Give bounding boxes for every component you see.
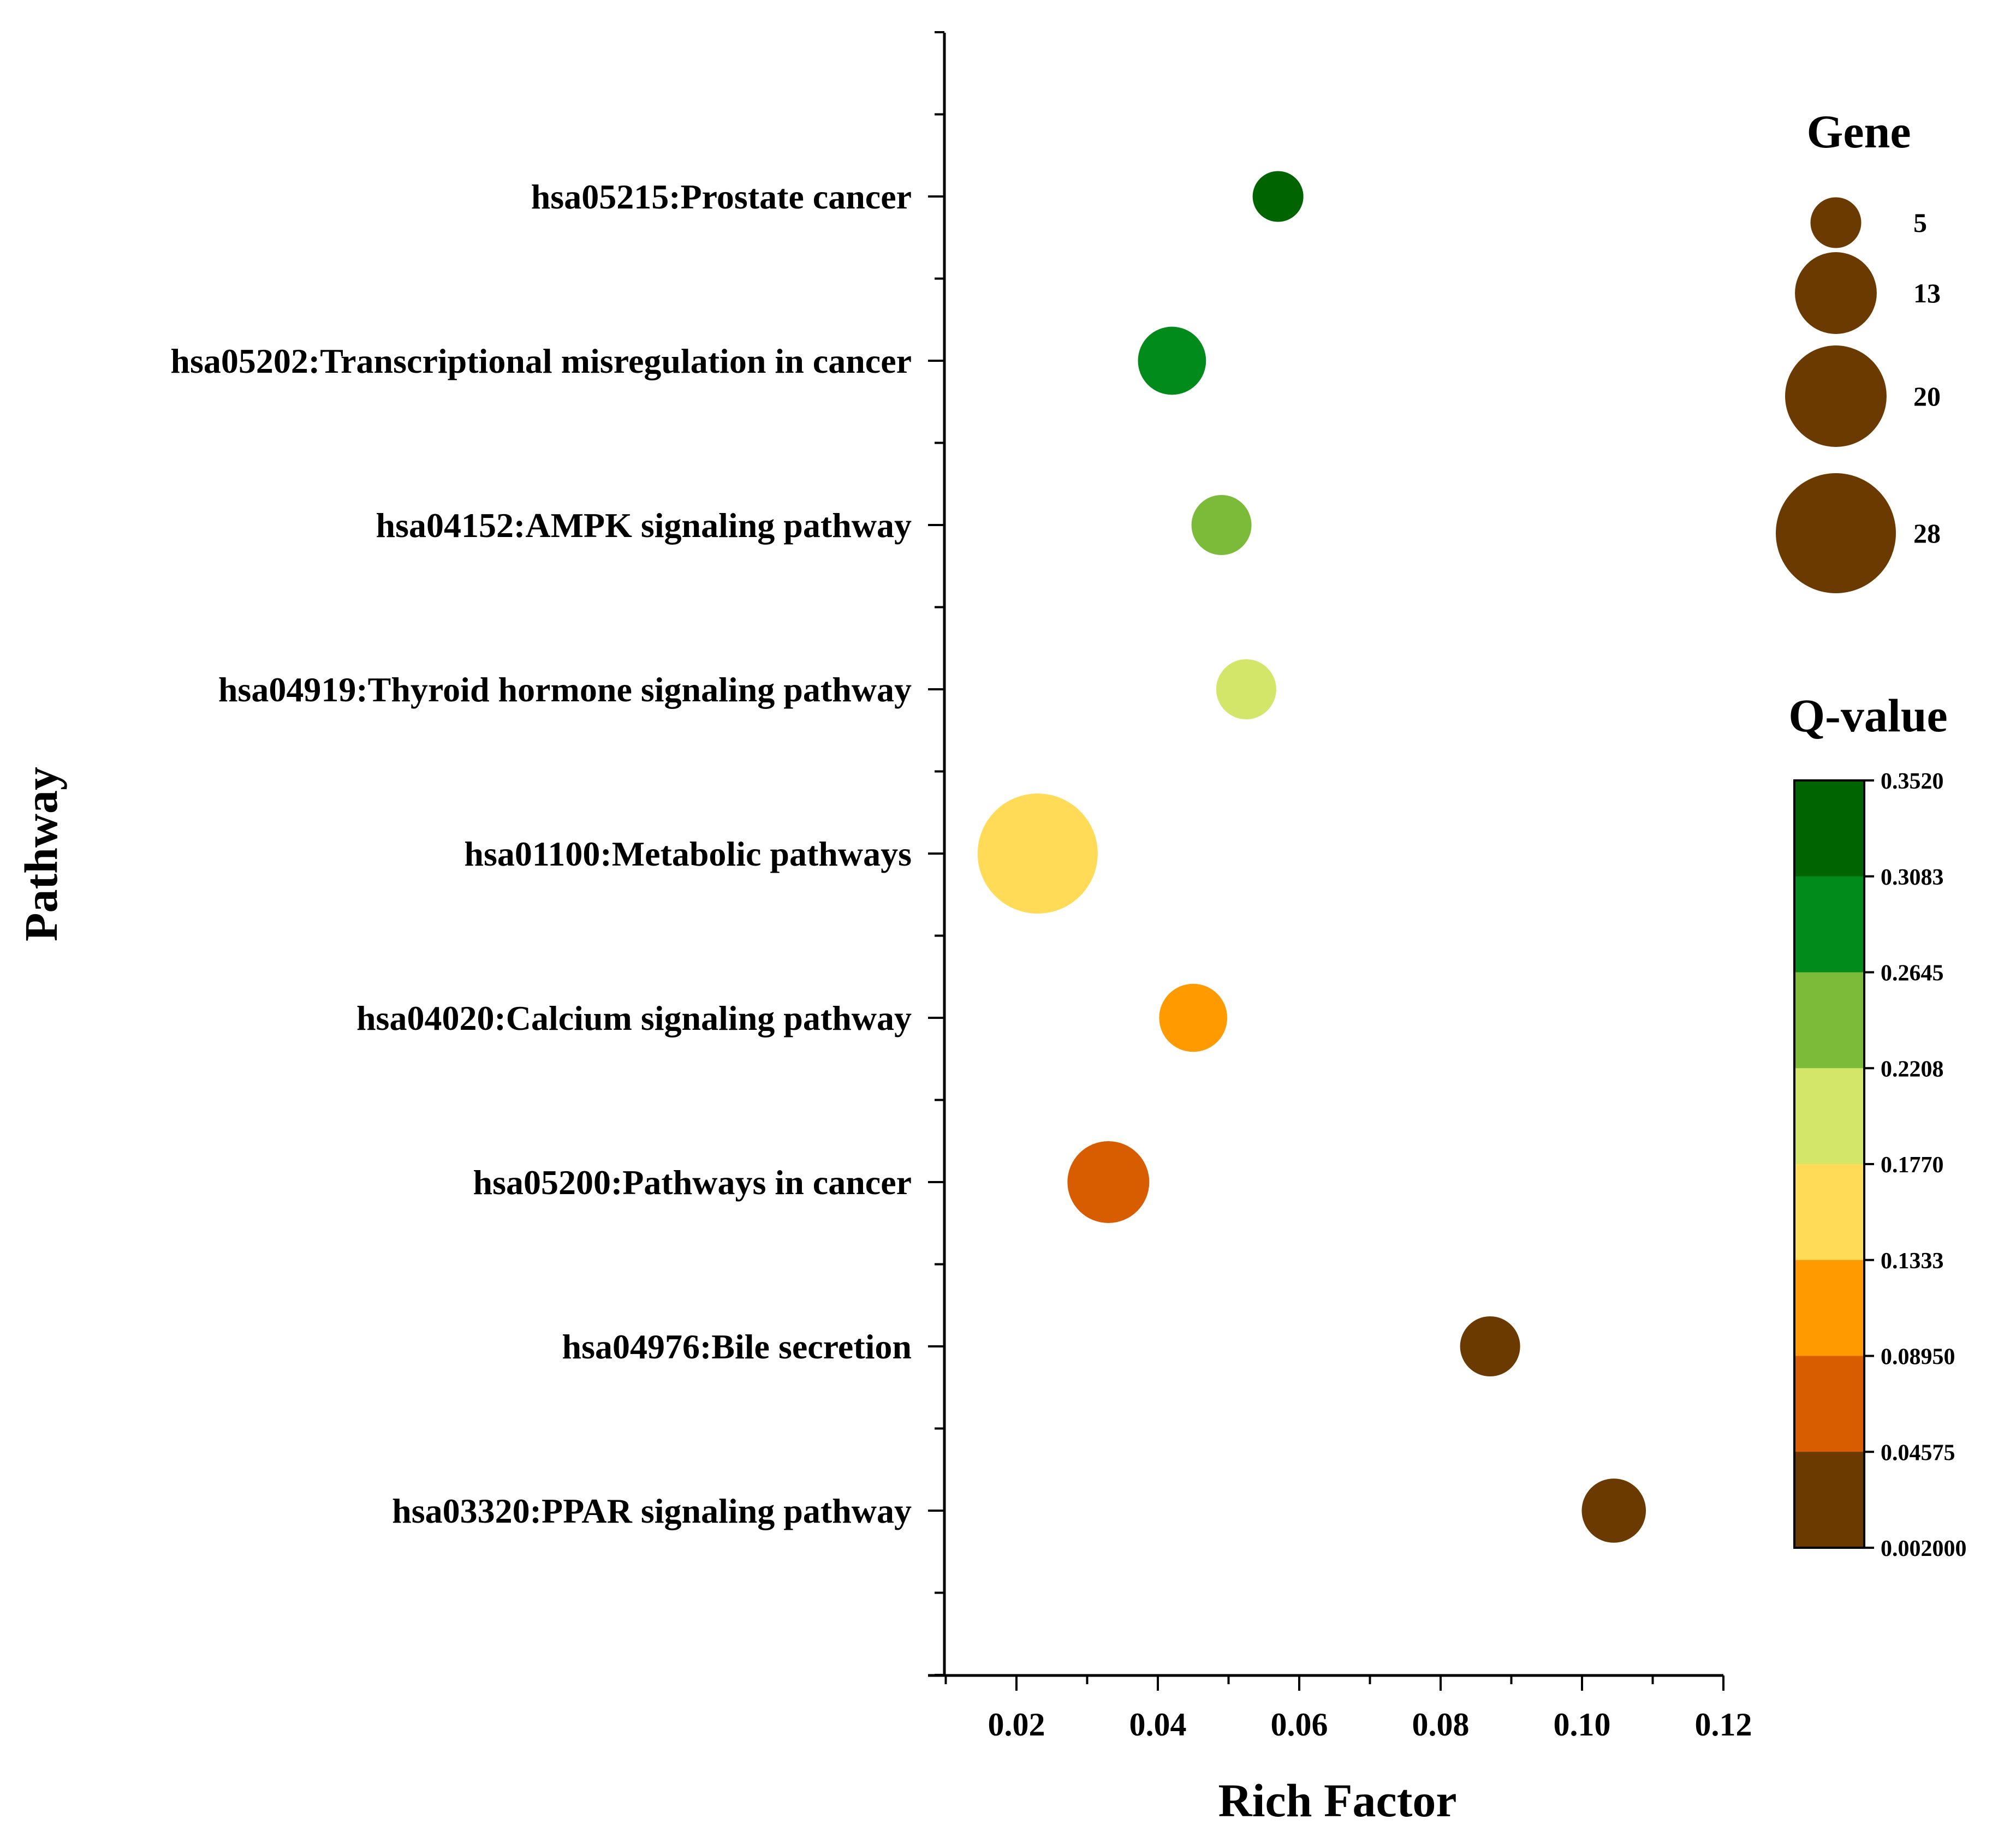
- bubble-point: [1067, 1141, 1150, 1223]
- q-value-legend-title: Q-value: [1788, 689, 1947, 742]
- gene-legend-label: 13: [1913, 278, 1941, 308]
- gene-legend-bubble: [1810, 197, 1862, 248]
- colorbar-bin: [1794, 1356, 1864, 1452]
- pathway-label: hsa04976:Bile secretion: [562, 1327, 912, 1366]
- colorbar-bin: [1794, 1260, 1864, 1356]
- colorbar-tick-label: 0.08950: [1881, 1345, 1955, 1370]
- y-axis-title: Pathway: [15, 767, 67, 941]
- bubble-series: hsa05215:Prostate cancer hsa05202:Transcr…: [170, 171, 1646, 1543]
- gene-legend-label: 20: [1913, 381, 1941, 411]
- pathway-label: hsa05202:Transcriptional misregulation i…: [170, 342, 912, 380]
- colorbar-bin: [1794, 876, 1864, 973]
- gene-legend-bubble: [1776, 473, 1896, 593]
- colorbar-bin: [1794, 1452, 1864, 1548]
- colorbar-bin: [1794, 972, 1864, 1069]
- colorbar-bin: [1794, 1164, 1864, 1261]
- x-tick-label: 0.12: [1695, 1707, 1752, 1743]
- x-tick-label: 0.10: [1554, 1707, 1611, 1743]
- bubble-point: [1159, 983, 1228, 1052]
- bubble-point: [1191, 495, 1252, 555]
- pathway-label: hsa04919:Thyroid hormone signaling pathw…: [218, 670, 912, 709]
- colorbar-tick-label: 0.002000: [1881, 1536, 1967, 1561]
- colorbar-bin: [1794, 1068, 1864, 1165]
- colorbar-tick-label: 0.2208: [1881, 1057, 1944, 1082]
- colorbar-tick-label: 0.2645: [1881, 961, 1944, 986]
- gene-legend-title: Gene: [1806, 105, 1911, 158]
- pathway-label: hsa05215:Prostate cancer: [531, 177, 912, 216]
- gene-legend-bubble: [1795, 252, 1877, 334]
- x-axis-ticks: 0.02 0.04 0.06 0.08 0.10 0.12: [944, 1675, 1752, 1743]
- colorbar-tick-label: 0.3083: [1881, 865, 1944, 890]
- pathway-label: hsa05200:Pathways in cancer: [473, 1163, 912, 1202]
- x-tick-label: 0.02: [988, 1707, 1045, 1743]
- colorbar-tick-label: 0.1333: [1881, 1249, 1944, 1274]
- bubble-point: [1138, 326, 1206, 395]
- colorbar-tick-label: 0.3520: [1881, 769, 1944, 794]
- gene-size-legend: Gene 5 13 20 28: [1776, 105, 1941, 593]
- gene-legend-label: 28: [1913, 518, 1941, 548]
- x-axis-title: Rich Factor: [1218, 1774, 1456, 1827]
- colorbar-bin: [1794, 780, 1864, 877]
- colorbar-tick-label: 0.1770: [1881, 1153, 1944, 1178]
- q-value-color-legend: Q-value 0.35200.30830.26450.22080.17700.…: [1788, 689, 1966, 1561]
- colorbar-tick-label: 0.04575: [1881, 1440, 1955, 1465]
- y-axis-ticks: [928, 31, 944, 1676]
- bubble-point: [977, 794, 1098, 914]
- bubble-point: [1252, 171, 1304, 222]
- bubble-point: [1581, 1478, 1646, 1543]
- pathway-label: hsa03320:PPAR signaling pathway: [392, 1492, 912, 1530]
- axes: 0.02 0.04 0.06 0.08 0.10 0.12: [928, 31, 1752, 1743]
- x-tick-label: 0.06: [1271, 1707, 1328, 1743]
- x-tick-label: 0.08: [1412, 1707, 1470, 1743]
- pathway-label: hsa01100:Metabolic pathways: [464, 834, 912, 873]
- pathway-label: hsa04020:Calcium signaling pathway: [356, 999, 912, 1037]
- colorbar: 0.3520 0.3083 0.2645 0.2208 0.1770 0.1333 0.08…: [1793, 769, 1967, 1561]
- bubble-point: [1216, 659, 1276, 719]
- gene-legend-label: 5: [1913, 207, 1927, 238]
- x-tick-label: 0.04: [1129, 1707, 1187, 1743]
- bubble-point: [1460, 1316, 1520, 1376]
- pathway-label: hsa04152:AMPK signaling pathway: [376, 506, 912, 545]
- gene-legend-bubble: [1785, 345, 1887, 447]
